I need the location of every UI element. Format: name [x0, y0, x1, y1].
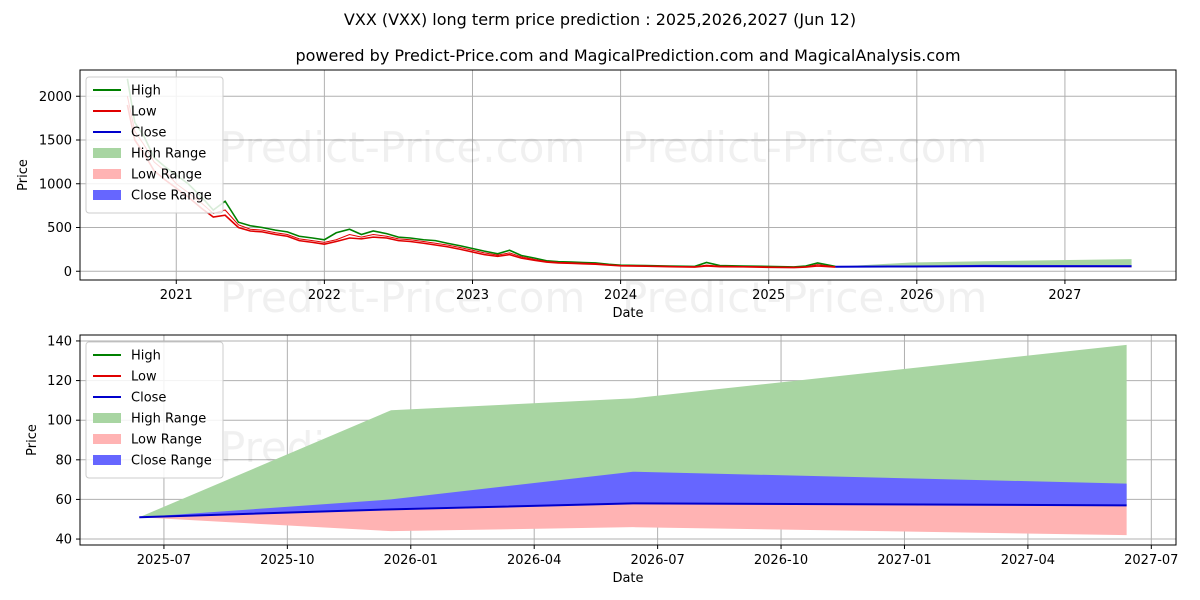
legend-label: Low	[131, 370, 157, 385]
x-tick-label: 2023	[456, 288, 489, 303]
bottom-panel: Predict-Price.com Predict-Price.com 2025…	[25, 334, 1178, 586]
chart-title: VXX (VXX) long term price prediction : 2…	[343, 10, 857, 29]
x-tick-label: 2022	[308, 288, 341, 303]
close-range-band	[139, 471, 1127, 518]
legend-low-range-swatch	[93, 434, 121, 444]
legend-label: Low Range	[131, 433, 202, 448]
y-tick-label: 2000	[39, 90, 72, 105]
y-tick-label: 1500	[39, 134, 72, 149]
y-tick-label: 1000	[39, 177, 72, 192]
watermark: Predict-Price.com	[220, 273, 585, 322]
x-tick-label: 2027-01	[877, 553, 931, 568]
legend-label: High	[131, 349, 161, 364]
x-tick-label: 2026-04	[507, 553, 561, 568]
x-tick-label: 2027	[1048, 288, 1081, 303]
watermark: Predict-Price.com	[220, 123, 585, 172]
y-tick-label: 120	[47, 374, 72, 389]
legend-label: Low	[131, 105, 157, 120]
legend-label: Close Range	[131, 454, 212, 469]
high-range-band	[139, 344, 1127, 518]
x-axis-label: Date	[612, 306, 643, 321]
legend-label: Low Range	[131, 168, 202, 183]
y-tick-label: 140	[47, 334, 72, 349]
legend-high-range-swatch	[93, 413, 121, 423]
chart-subtitle: powered by Predict-Price.com and Magical…	[295, 46, 961, 65]
x-tick-label: 2027-07	[1124, 553, 1178, 568]
y-tick-label: 60	[55, 493, 72, 508]
x-tick-label: 2025-10	[260, 553, 314, 568]
x-tick-label: 2026-10	[754, 553, 808, 568]
legend-label: Close Range	[131, 189, 212, 204]
x-axis-label: Date	[612, 571, 643, 586]
x-tick-label: 2021	[160, 288, 193, 303]
x-tick-label: 2025	[752, 288, 785, 303]
watermark: Predict-Price.com	[622, 123, 987, 172]
legend-label: High Range	[131, 412, 206, 427]
legend-label: Close	[131, 126, 166, 141]
high-range-band	[835, 259, 1132, 267]
y-tick-label: 80	[55, 453, 72, 468]
y-tick-label: 500	[47, 221, 72, 236]
watermark: Predict-Price.com	[622, 273, 987, 322]
x-tick-label: 2026	[900, 288, 933, 303]
y-axis-label: Price	[16, 159, 31, 191]
close-series-line	[835, 265, 1132, 268]
legend-low-range-swatch	[93, 169, 121, 179]
top-panel: Predict-Price.com Predict-Price.com Pred…	[16, 69, 1177, 322]
x-tick-label: 2024	[604, 288, 637, 303]
legend-label: Close	[131, 391, 166, 406]
y-tick-label: 0	[64, 265, 72, 280]
x-tick-label: 2025-07	[137, 553, 191, 568]
y-axis-label: Price	[25, 424, 40, 456]
legend-high-range-swatch	[93, 148, 121, 158]
legend: High Low Close High Range Low Range Close Ran…	[85, 76, 224, 214]
legend-close-range-swatch	[93, 190, 121, 200]
legend-label: High	[131, 84, 161, 99]
legend: High Low Close High Range Low Range Close Ran…	[85, 341, 224, 479]
close-series-line	[139, 502, 1127, 519]
y-tick-label: 100	[47, 414, 72, 429]
x-tick-label: 2027-04	[1001, 553, 1055, 568]
legend-close-range-swatch	[93, 455, 121, 465]
legend-label: High Range	[131, 147, 206, 162]
y-tick-label: 40	[55, 533, 72, 548]
x-tick-label: 2026-01	[384, 553, 438, 568]
x-tick-label: 2026-07	[630, 553, 684, 568]
low-range-band	[139, 503, 1127, 536]
